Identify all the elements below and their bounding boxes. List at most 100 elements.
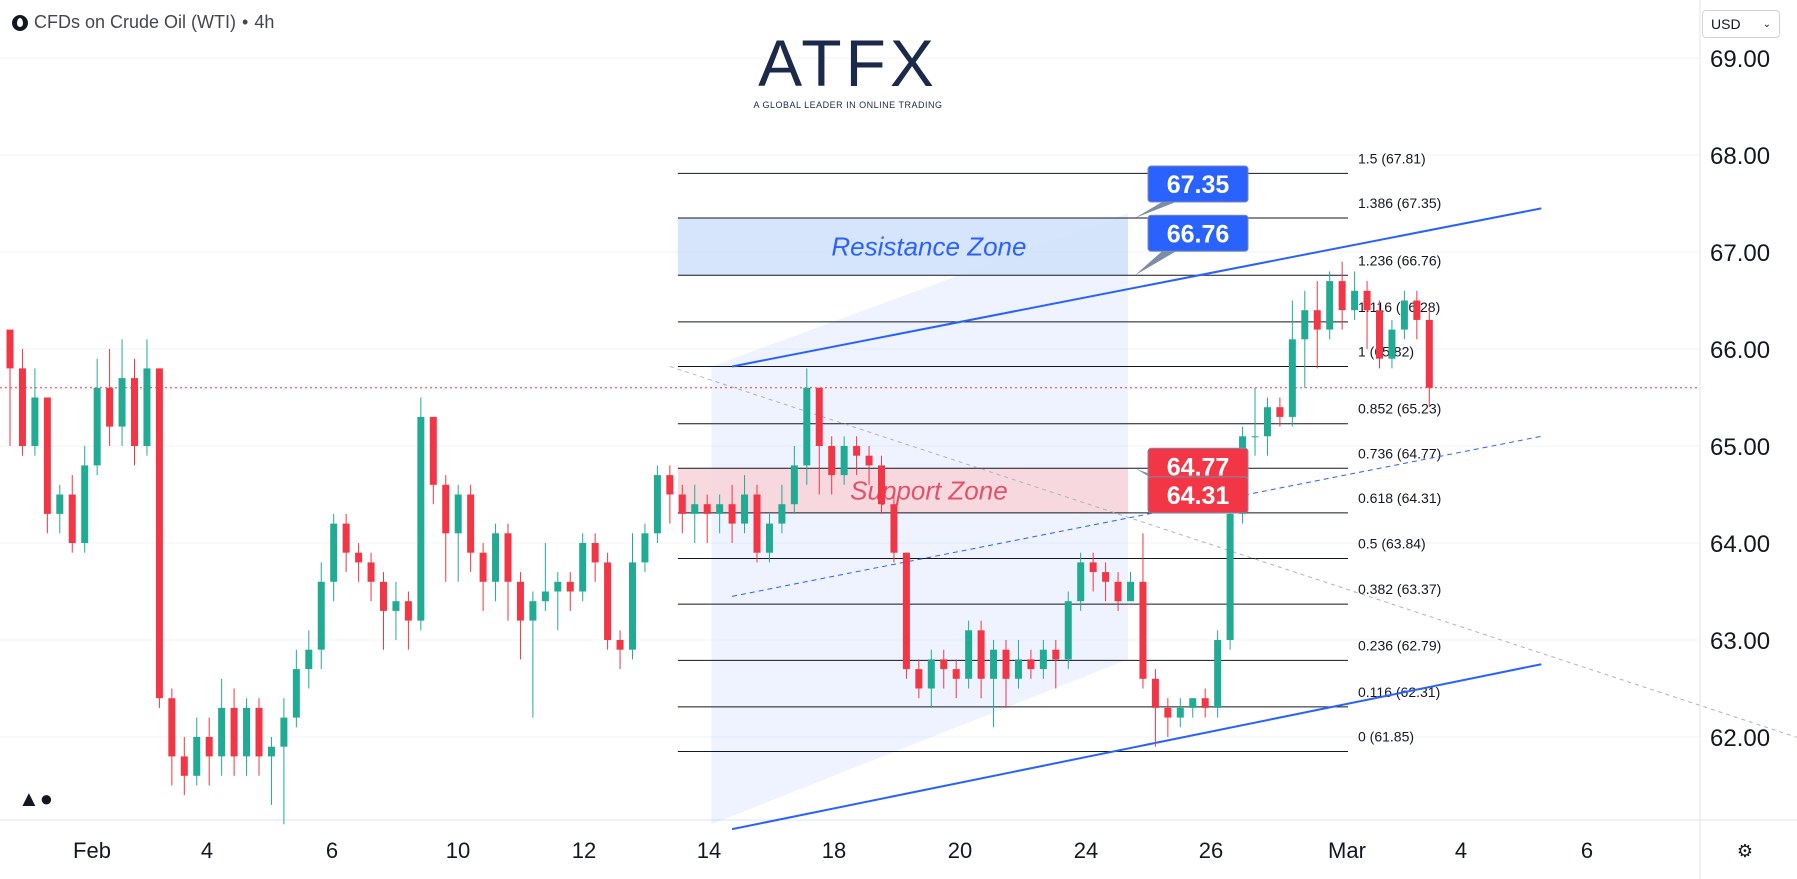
fib-level-label: 0.236 (62.79) (1358, 637, 1441, 653)
candle-body (1014, 659, 1022, 679)
y-tick-label: 67.00 (1710, 240, 1770, 267)
candle-body (31, 397, 39, 446)
candle-body (653, 475, 661, 534)
candle-body (330, 523, 338, 582)
candle-body (541, 591, 549, 602)
x-tick-label: 6 (326, 838, 338, 863)
trend-diagonal-line (669, 365, 1797, 738)
price-badge (1147, 476, 1249, 514)
candle-body (728, 504, 736, 524)
logo-brand: ATFX (758, 26, 938, 100)
candle-body (218, 707, 226, 757)
x-tick-label: 6 (1581, 838, 1593, 863)
fib-level-label: 1.5 (67.81) (1358, 150, 1426, 166)
badge-pointer (1135, 251, 1176, 276)
candle-body (280, 717, 288, 747)
candle-body (1201, 698, 1209, 708)
candle-body (554, 581, 562, 592)
candle-body (380, 581, 387, 611)
candle-body (965, 630, 973, 679)
fib-level-label: 0.5 (63.84) (1358, 536, 1426, 552)
support-zone (677, 468, 1128, 513)
resistance-zone-label: Resistance Zone (831, 232, 1026, 262)
candle-body (1127, 581, 1134, 602)
interval-label[interactable]: 4h (254, 12, 275, 32)
channel-mid-line (732, 435, 1542, 597)
candle-body (915, 669, 923, 689)
candle-body (815, 387, 823, 446)
candle-body (143, 368, 151, 446)
x-tick-label: 26 (1199, 838, 1223, 863)
candle-body (616, 640, 624, 650)
candle-body (131, 378, 138, 446)
x-tick-label: 4 (201, 838, 213, 863)
y-tick-label: 66.00 (1710, 337, 1770, 364)
settings-icon[interactable]: ⚙ (1736, 841, 1754, 861)
channel-fill (711, 213, 1128, 825)
x-tick-label: 20 (948, 838, 972, 863)
candle-body (1039, 649, 1047, 670)
candle-body (492, 533, 500, 582)
price-badge-value: 64.31 (1167, 482, 1230, 510)
price-badge-value: 67.35 (1167, 171, 1230, 199)
candle-body (741, 494, 749, 524)
candle-body (193, 737, 201, 776)
currency-value: USD (1711, 16, 1741, 32)
candle-body (1214, 640, 1222, 708)
candle-body (865, 455, 873, 466)
candle-body (1002, 649, 1010, 679)
candle-body (417, 416, 425, 621)
candle-body (778, 504, 786, 524)
chart-header: CFDs on Crude Oil (WTI) • 4h (12, 12, 274, 33)
candle-body (305, 649, 313, 670)
candle-body (878, 465, 885, 505)
fib-level-label: 0.116 (62.31) (1358, 684, 1440, 700)
candle-body (1176, 707, 1184, 718)
candle-body (1363, 290, 1371, 311)
currency-selector[interactable]: USD ⌄ (1702, 10, 1780, 38)
fib-level-label: 0.618 (64.31) (1358, 490, 1441, 506)
resistance-zone (677, 218, 1128, 276)
candle-body (6, 329, 14, 369)
candle-body (479, 552, 487, 582)
candle-body (155, 368, 163, 699)
candle-body (1189, 698, 1197, 708)
candle-body (1164, 707, 1172, 718)
candle-body (317, 581, 325, 650)
symbol-name[interactable]: CFDs on Crude Oil (WTI) (34, 12, 237, 32)
candle-body (1102, 572, 1110, 582)
candle-body (790, 465, 798, 505)
candle-body (1139, 581, 1147, 679)
candle-body (990, 649, 998, 679)
price-badge (1147, 165, 1249, 203)
candle-body (255, 707, 263, 757)
candle-body (566, 581, 574, 592)
candle-body (1313, 310, 1321, 330)
candle-body (753, 494, 761, 553)
price-badge-value: 66.76 (1167, 220, 1230, 248)
candle-body (1064, 601, 1072, 660)
y-tick-label: 69.00 (1710, 46, 1770, 73)
candle-body (118, 378, 126, 427)
fib-level-label: 0.736 (64.77) (1358, 445, 1441, 461)
candle-body (691, 504, 699, 514)
candle-body (106, 387, 114, 427)
y-tick-label: 62.00 (1710, 725, 1770, 752)
support-zone-label: Support Zone (850, 476, 1008, 506)
candle-body (940, 659, 948, 670)
tradingview-logo-icon[interactable]: ▲● (18, 786, 54, 811)
y-tick-label: 68.00 (1710, 143, 1770, 170)
channel-lower-line (731, 663, 1542, 831)
candle-body (1388, 329, 1396, 359)
x-tick-label: 24 (1074, 838, 1098, 863)
candle-body (467, 494, 475, 553)
candle-body (604, 562, 612, 640)
fib-level-label: 1 (65.82) (1358, 343, 1414, 359)
candle-body (1226, 513, 1234, 640)
candle-body (828, 446, 836, 476)
header-separator: • (242, 12, 249, 32)
candle-body (292, 669, 300, 718)
candle-body (1413, 300, 1421, 320)
fib-level-label: 0.852 (65.23) (1358, 401, 1441, 417)
